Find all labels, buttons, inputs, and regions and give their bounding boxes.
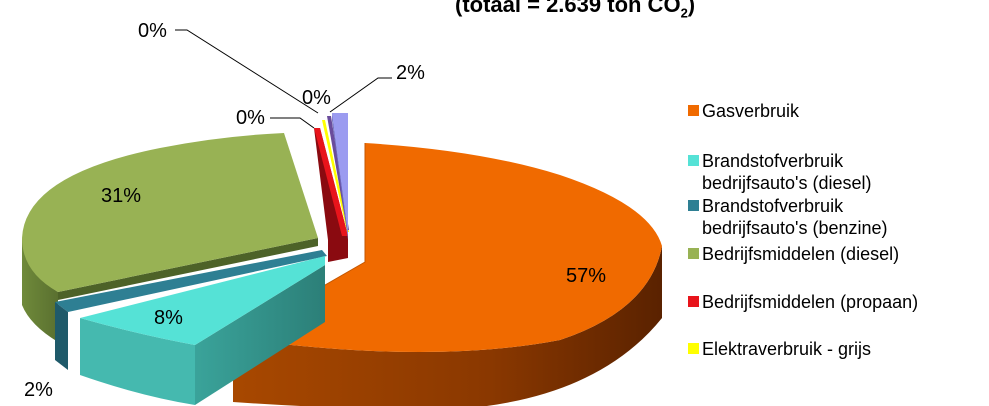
label-propaan: 0% [236, 107, 265, 129]
slice-bedrijfsmiddelen-diesel [22, 133, 318, 342]
label-lavender: 2% [396, 62, 425, 84]
legend-swatch [688, 105, 699, 116]
legend-item-elektra: Elektraverbruik - grijs [688, 338, 871, 360]
legend-item-brandstof-diesel: Brandstofverbruik bedrijfsauto's (diesel) [688, 150, 872, 194]
legend-label: Gasverbruik [702, 101, 800, 121]
legend-swatch [688, 200, 699, 211]
label-brandstof-benzine: 2% [24, 379, 53, 401]
legend-label: Bedrijfsmiddelen (propaan) [702, 292, 919, 312]
legend-swatch [688, 296, 699, 307]
legend-label: Elektraverbruik - grijs [702, 339, 872, 359]
legend-item-propaan: Bedrijfsmiddelen (propaan) [688, 291, 918, 313]
legend: Gasverbruik Brandstofverbruik bedrijfsaut… [688, 0, 988, 406]
slice-lavender [332, 113, 348, 240]
legend-item-bedrijfsmiddelen-diesel: Bedrijfsmiddelen (diesel) [688, 243, 899, 265]
legend-label: Brandstofverbruik bedrijfsauto's (diesel) [702, 151, 872, 193]
slice-brandstof-diesel [80, 256, 325, 405]
legend-item-gasverbruik: Gasverbruik [688, 100, 799, 122]
slice-brandstof-benzine [55, 250, 327, 370]
legend-label: Bedrijfsmiddelen (diesel) [702, 244, 900, 264]
label-purple: 0% [302, 87, 331, 109]
legend-label: Brandstofverbruik bedrijfsauto's (benzine… [702, 196, 888, 238]
label-brandstof-diesel: 8% [154, 307, 183, 329]
label-gasverbruik: 57% [566, 265, 606, 287]
label-bedrijfsmiddelen-diesel: 31% [101, 185, 141, 207]
slice-propaan [314, 128, 348, 262]
leader-lines [175, 29, 392, 129]
label-elektra: 0% [138, 20, 167, 42]
legend-item-brandstof-benzine: Brandstofverbruik bedrijfsauto's (benzine… [688, 195, 888, 239]
legend-swatch [688, 155, 699, 166]
slice-elektra [322, 120, 349, 232]
legend-swatch [688, 343, 699, 354]
legend-swatch [688, 248, 699, 259]
chart-title: (totaal = 2.639 ton CO2) [455, 0, 696, 21]
